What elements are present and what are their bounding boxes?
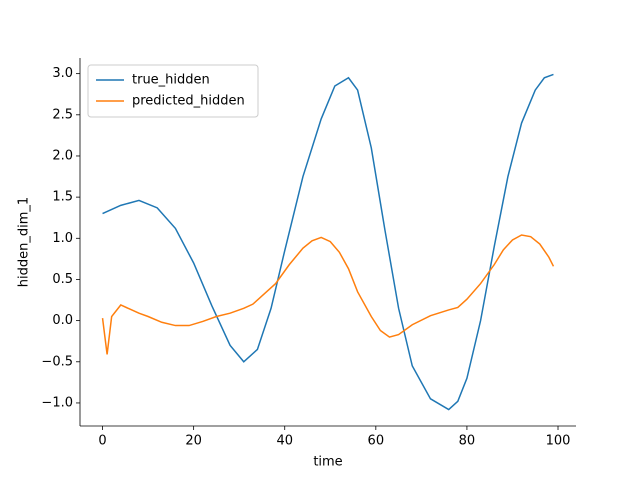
x-tick-label: 0 [98, 434, 106, 449]
y-tick-label: 2.0 [52, 148, 73, 163]
x-axis-label: time [313, 455, 342, 470]
legend-box [87, 64, 259, 118]
x-tick-label: 60 [368, 434, 385, 449]
y-tick-label: 1.0 [52, 231, 73, 246]
x-tick-label: 100 [546, 434, 571, 449]
legend-label: true_hidden [132, 73, 210, 88]
x-tick-label: 20 [185, 434, 202, 449]
legend: true_hidden predicted_hidden [87, 64, 259, 118]
y-tick-label: 0.0 [52, 313, 73, 328]
line-series [102, 73, 554, 411]
y-tick-label: −0.5 [41, 354, 73, 369]
legend-label: predicted_hidden [132, 94, 245, 109]
y-tick-label: 2.5 [52, 107, 73, 122]
y-tick-label: 1.5 [52, 190, 73, 205]
x-tick-label: 80 [459, 434, 476, 449]
y-axis-label: hidden_dim_1 [17, 197, 32, 287]
y-tick-label: 0.5 [52, 272, 73, 287]
x-tick-label: 40 [276, 434, 293, 449]
y-tick-label: 3.0 [52, 66, 73, 81]
y-tick-label: −1.0 [41, 395, 73, 410]
line-series [101, 234, 555, 355]
